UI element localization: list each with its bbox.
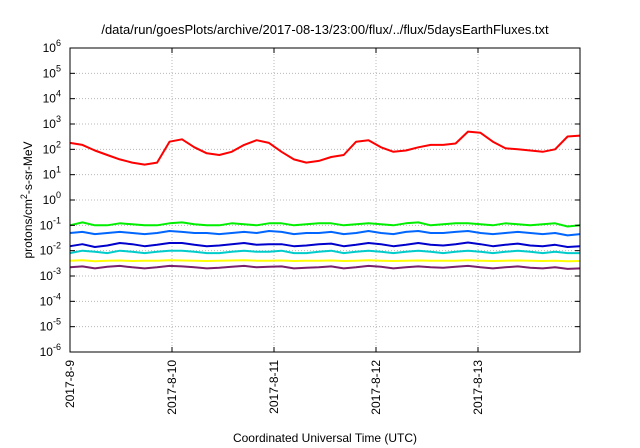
y-tick-label: 101 bbox=[43, 165, 61, 182]
series-line-3 bbox=[69, 230, 581, 237]
series-line-4 bbox=[69, 241, 581, 248]
x-tick-label: 2017-8-9 bbox=[63, 360, 77, 408]
y-tick-label: 10-6 bbox=[40, 342, 61, 359]
y-tick-label: 105 bbox=[43, 63, 61, 80]
x-axis: 2017-8-9 2017-8-10 2017-8-11 2017-8-12 2017-… bbox=[63, 48, 485, 415]
y-tick-label: 10-4 bbox=[40, 291, 61, 308]
y-tick-label: 102 bbox=[43, 139, 61, 156]
series-line-7 bbox=[69, 264, 581, 270]
x-tick-label: 2017-8-11 bbox=[267, 360, 281, 414]
x-tick-label: 2017-8-12 bbox=[369, 360, 383, 415]
y-tick-label: 10-5 bbox=[40, 317, 61, 334]
y-tick-label: 103 bbox=[43, 114, 61, 131]
y-axis-label-superscript: 2 bbox=[19, 194, 29, 199]
y-axis-label-unit: -s-sr-MeV bbox=[21, 141, 35, 194]
y-tick-label: 10-2 bbox=[40, 241, 61, 258]
y-axis-label: protons/cm2-s-sr-MeV bbox=[19, 141, 35, 258]
y-axis: 10-6 10-5 10-4 10-3 10-2 10-1 100 101 102 103 104 1… bbox=[40, 38, 580, 359]
data-series bbox=[69, 130, 581, 270]
y-tick-label: 106 bbox=[43, 38, 61, 55]
grid bbox=[70, 48, 580, 352]
y-tick-label: 10-3 bbox=[40, 266, 61, 283]
y-tick-label: 104 bbox=[43, 89, 61, 106]
series-line-2 bbox=[69, 221, 581, 228]
x-axis-label: Coordinated Universal Time (UTC) bbox=[233, 431, 417, 445]
y-tick-label: 10-1 bbox=[40, 215, 61, 232]
y-axis-label-main: protons/cm bbox=[21, 199, 35, 258]
x-tick-label: 2017-8-10 bbox=[165, 360, 179, 415]
x-tick-label: 2017-8-13 bbox=[471, 360, 485, 415]
series-line-6 bbox=[69, 259, 581, 263]
series-line-1 bbox=[69, 130, 581, 166]
y-tick-label: 100 bbox=[43, 190, 61, 207]
chart-title: /data/run/goesPlots/archive/2017-08-13/2… bbox=[101, 22, 549, 37]
series-line-5 bbox=[69, 249, 580, 255]
